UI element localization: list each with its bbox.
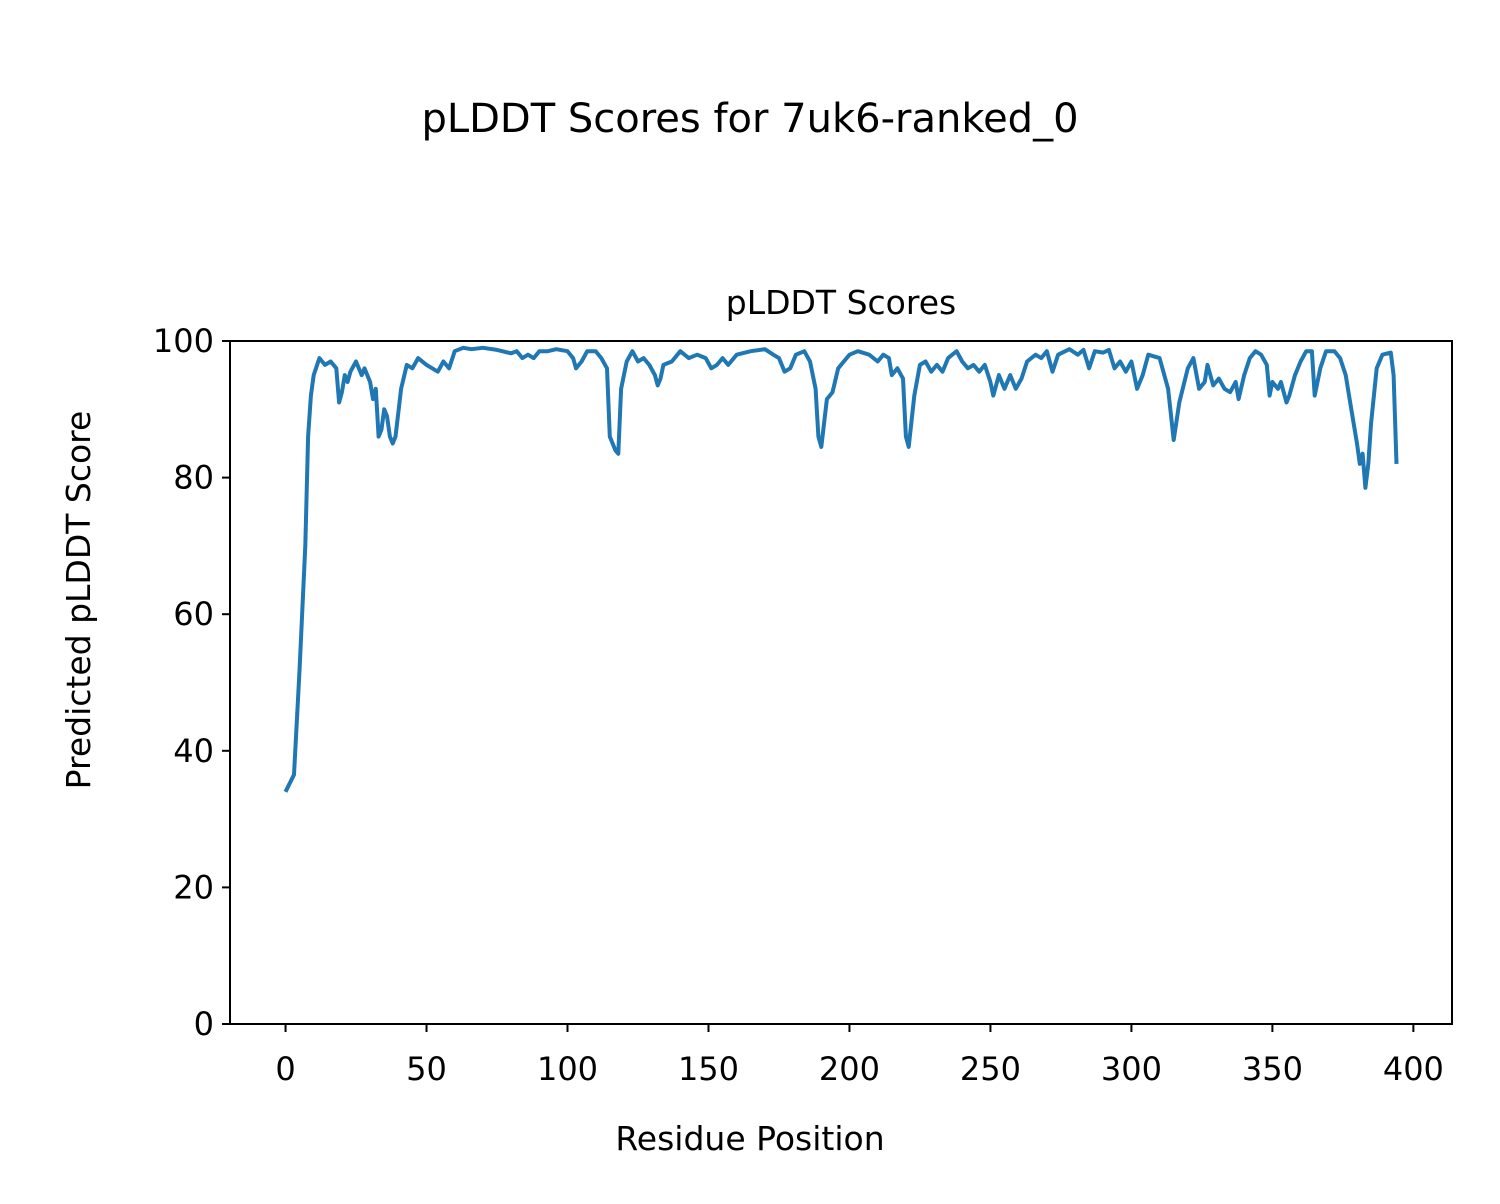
y-axis-label: Predicted pLDDT Score xyxy=(59,411,98,790)
x-tick-label: 100 xyxy=(537,1050,598,1088)
x-tick-label: 150 xyxy=(678,1050,739,1088)
y-tick-label: 80 xyxy=(173,459,214,497)
y-tick-label: 40 xyxy=(173,732,214,770)
x-tick-label: 50 xyxy=(406,1050,447,1088)
chart-title: pLDDT Scores for 7uk6-ranked_0 xyxy=(421,96,1078,142)
x-axis-label: Residue Position xyxy=(615,1119,884,1158)
y-tick-label: 100 xyxy=(153,322,214,360)
x-tick-label: 300 xyxy=(1101,1050,1162,1088)
y-tick-label: 0 xyxy=(194,1005,214,1043)
axes-title: pLDDT Scores xyxy=(726,283,956,322)
y-tick-label: 60 xyxy=(173,595,214,633)
x-tick-label: 250 xyxy=(960,1050,1021,1088)
x-tick-label: 200 xyxy=(819,1050,880,1088)
axes-frame xyxy=(229,340,1453,1025)
x-tick-label: 350 xyxy=(1242,1050,1303,1088)
x-tick-label: 0 xyxy=(275,1050,295,1088)
y-tick-label: 20 xyxy=(173,868,214,906)
x-tick-label: 400 xyxy=(1383,1050,1444,1088)
score-line xyxy=(283,345,1399,793)
